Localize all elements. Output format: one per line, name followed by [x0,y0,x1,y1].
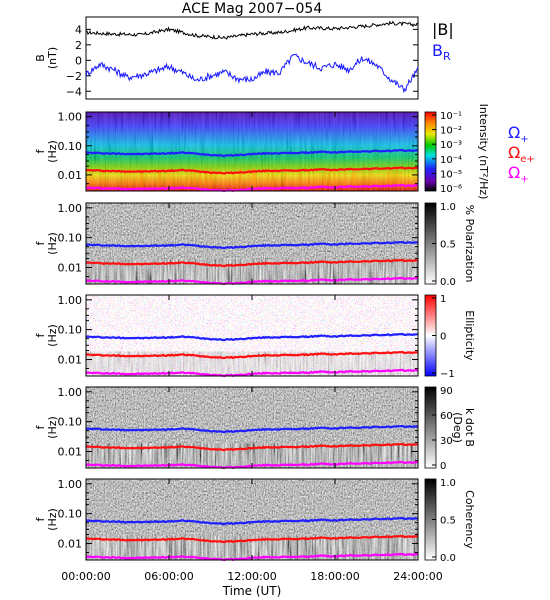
y-axis-unit: (Hz) [46,416,59,439]
y-tick-label: 1.00 [58,294,83,307]
x-tick-label: 00:00:00 [61,570,110,583]
colorbar-tick-label: 10⁻² [440,126,462,137]
magnetic-field-panel: 4 2 0 −2 −4 B (nT) |B| BR [34,16,454,100]
y-tick-label: 0.01 [58,446,83,459]
y-axis-label: f [34,424,47,429]
colorbar-tick-label: 30 [440,436,453,447]
colorbar-label: k dot B [463,408,476,447]
y-axis-label: f [34,240,47,245]
series-B-total [86,20,419,40]
colorbar-tick-label: 10⁻⁵ [440,169,462,180]
y-axis-unit: (Hz) [46,232,59,255]
colorbar-unit: (Deg) [451,412,464,443]
colorbar-tick-label: 60 [440,411,453,422]
gyro-line-He [85,166,418,175]
coherency-panel: 1.00 0.10 0.01 f (Hz) 1.0 0.5 0.0 Coherency [34,478,476,564]
y-tick-label: 0.10 [58,416,83,429]
legend-H+: Ω+ [508,123,529,145]
gyro-line-H [85,332,418,342]
gyro-line-He [85,258,418,268]
colorbar-tick-label: 0 [440,332,446,343]
y-tick-label: −2 [66,70,82,83]
colorbar-label: % Polarization [463,205,476,283]
y-tick-label: 0.01 [58,538,83,551]
y-tick-label: 0.01 [58,262,83,275]
plot-frame [85,16,419,100]
y-tick-label: 2 [75,39,82,52]
legend-B-total: |B| [432,20,454,39]
y-axis-unit: (Hz) [46,508,59,531]
y-axis-label: f [34,516,47,521]
legend-B-R: BR [432,41,451,63]
colorbar-tick-label: 10⁻⁴ [440,155,462,166]
k-dot-b-panel: 1.00 0.10 0.01 f (Hz) 90 60 30 0 k dot B(Deg) [34,386,476,472]
colorbar-tick-label: 0 [440,461,446,472]
colorbar-tick-label: −1 [440,369,455,380]
colorbar-tick-label: 10⁻⁶ [440,184,462,195]
x-axis-label: Time (UT) [222,584,282,598]
colorbar [424,386,437,469]
legend-He+: Ωe+ [508,143,535,165]
y-tick-label: 0.10 [58,508,83,521]
y-tick-label: −4 [66,85,82,98]
colorbar [424,111,437,192]
y-tick-label: 1.00 [58,478,83,491]
colorbar-tick-label: 0.5 [440,516,456,527]
gyro-line-He [85,350,418,360]
y-axis-label: f [34,332,47,337]
y-tick-label: 0 [75,54,82,67]
gyro-line-H [85,424,418,434]
gyro-line-H [85,240,418,250]
ellipticity-panel: 1.00 0.10 0.01 f (Hz) 1 0 −1 Ellipticity [34,294,476,380]
colorbar-tick-label: 1.0 [440,202,456,213]
x-tick-label: 12:00:00 [227,570,276,583]
series-B-R [85,53,419,94]
x-tick-label: 18:00:00 [310,570,359,583]
y-axis-unit: (Hz) [46,140,59,163]
colorbar-tick-label: 0.0 [440,553,456,564]
gyro-line-He [85,442,418,452]
colorbar-tick-label: 1 [440,294,446,305]
colorbar-tick-label: 1.0 [440,478,456,489]
y-tick-label: 0.01 [58,169,83,182]
y-tick-label: 0.01 [58,354,83,367]
y-tick-label: 1.00 [58,202,83,215]
y-tick-label: 0.10 [58,324,83,337]
y-axis-label: B [34,54,47,62]
gyro-line-H [85,149,419,158]
figure-title: ACE Mag 2007−054 [182,1,323,17]
colorbar-tick-label: 10⁻³ [440,140,462,151]
y-axis-unit: (nT) [46,47,59,69]
y-tick-label: 4 [75,23,82,36]
y-tick-label: 1.00 [58,386,83,399]
heatmap-spikes [86,168,418,191]
colorbar-label: Ellipticity [463,310,476,361]
colorbar-tick-label: 10⁻¹ [440,111,462,122]
colorbar-tick-label: 90 [440,386,453,397]
x-tick-label: 24:00:00 [393,570,442,583]
gyro-line-H [85,516,418,526]
y-tick-label: 0.10 [58,140,83,153]
colorbar-tick-label: 0.5 [440,240,456,251]
colorbar-label: Intensity (nT²/Hz) [477,104,490,200]
polarization-panel: 1.00 0.10 0.01 f (Hz) 1.0 0.5 0.0 % Polarization [34,202,476,288]
y-tick-label: 1.00 [58,111,83,124]
colorbar-tick-label: 0.0 [440,277,456,288]
colorbar-label: Coherency [463,490,476,549]
x-tick-label: 06:00:00 [144,570,193,583]
psd-panel: 1.00 0.10 0.01 f (Hz) 10⁻¹ 10⁻² 10⁻³ 10⁻⁴ 10⁻⁵ 10⁻… [34,104,535,200]
y-axis-unit: (Hz) [46,324,59,347]
y-axis-label: f [34,148,47,153]
gyro-line-He [85,534,418,544]
y-tick-label: 0.10 [58,232,83,245]
legend-O+: Ω+ [508,163,529,185]
